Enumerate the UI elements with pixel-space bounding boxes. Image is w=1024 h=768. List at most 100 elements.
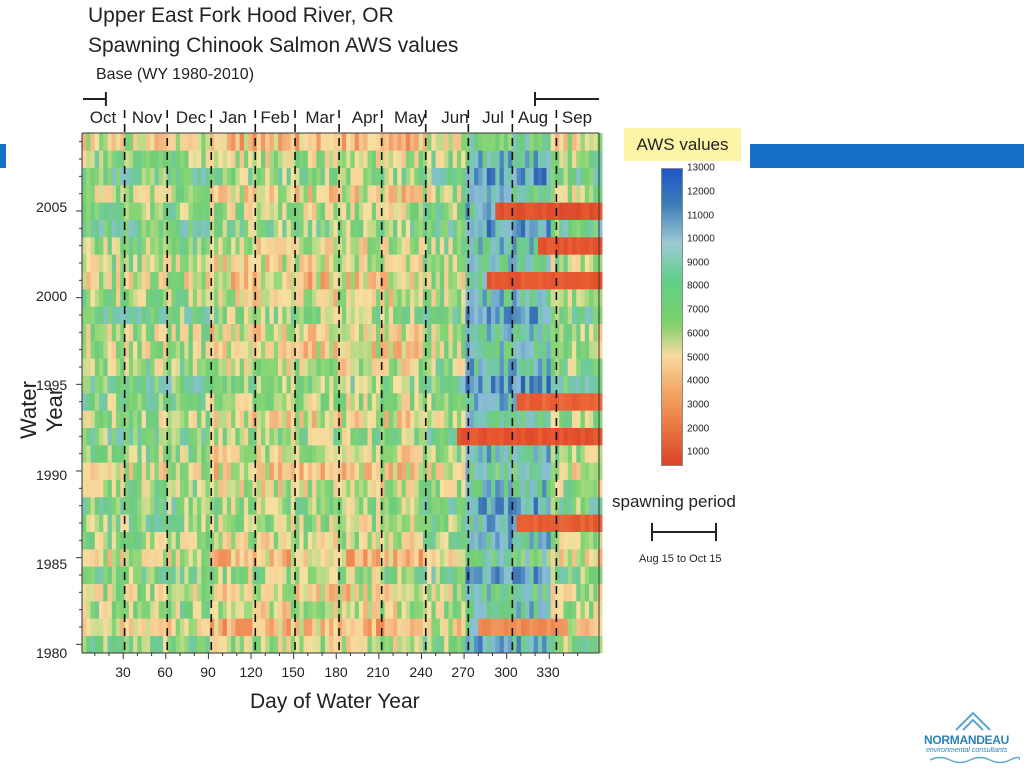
heatmap-cell bbox=[520, 202, 526, 220]
heatmap-cell bbox=[439, 549, 445, 567]
heatmap-cell bbox=[329, 323, 334, 342]
heatmap-cell bbox=[329, 635, 334, 654]
heatmap-cell bbox=[474, 219, 479, 238]
heatmap-cell bbox=[248, 358, 254, 376]
heatmap-cell bbox=[478, 254, 484, 272]
heatmap-cell bbox=[414, 566, 420, 584]
heatmap-cell bbox=[350, 479, 356, 498]
heatmap-cell bbox=[333, 133, 339, 151]
heatmap-cell bbox=[439, 393, 445, 411]
heatmap-cell bbox=[239, 254, 245, 272]
heatmap-cell bbox=[567, 601, 573, 619]
heatmap-cell bbox=[542, 306, 548, 324]
heatmap-cell bbox=[401, 583, 407, 602]
heatmap-cell bbox=[312, 202, 317, 220]
heatmap-cell bbox=[231, 583, 236, 602]
heatmap-cell bbox=[209, 358, 215, 376]
heatmap-cell bbox=[265, 445, 271, 463]
heatmap-cell bbox=[495, 549, 501, 567]
heatmap-cell bbox=[444, 531, 450, 550]
heatmap-cell bbox=[333, 462, 339, 480]
heatmap-cell bbox=[469, 341, 475, 359]
logo-tagline: environmental consultants bbox=[926, 747, 1008, 754]
heatmap-cell bbox=[145, 202, 151, 220]
heatmap-cell bbox=[260, 549, 266, 567]
heatmap-cell bbox=[341, 237, 347, 255]
heatmap-cell bbox=[520, 410, 526, 428]
heatmap-cell bbox=[124, 445, 130, 463]
heatmap-cell bbox=[363, 271, 369, 290]
heatmap-cell bbox=[418, 601, 424, 619]
heatmap-cell bbox=[239, 150, 245, 168]
heatmap-cell bbox=[307, 271, 313, 290]
heatmap-cell bbox=[171, 618, 177, 636]
heatmap-cell bbox=[597, 341, 603, 359]
heatmap-cell bbox=[439, 237, 445, 255]
heatmap-cell bbox=[371, 635, 377, 654]
heatmap-cell bbox=[192, 271, 198, 290]
heatmap-cell bbox=[580, 427, 586, 446]
heatmap-cell bbox=[358, 323, 364, 342]
heatmap-cell bbox=[559, 237, 565, 255]
heatmap-cell bbox=[461, 531, 467, 550]
heatmap-cell bbox=[499, 202, 505, 220]
heatmap-cell bbox=[256, 237, 262, 255]
heatmap-cell bbox=[209, 133, 215, 151]
heatmap-cell bbox=[461, 566, 467, 584]
heatmap-cell bbox=[231, 635, 236, 654]
heatmap-cell bbox=[290, 358, 296, 376]
heatmap-cell bbox=[388, 393, 394, 411]
heatmap-cell bbox=[593, 375, 599, 394]
heatmap-cell bbox=[354, 635, 360, 654]
heatmap-cell bbox=[175, 375, 181, 394]
heatmap-cell bbox=[371, 150, 377, 168]
heatmap-cell bbox=[324, 375, 330, 394]
heatmap-cell bbox=[388, 150, 394, 168]
heatmap-cell bbox=[107, 202, 113, 220]
heatmap-cell bbox=[209, 566, 215, 584]
heatmap-cell bbox=[512, 583, 518, 602]
heatmap-cell bbox=[324, 150, 330, 168]
heatmap-cell bbox=[226, 531, 232, 550]
heatmap-cell bbox=[376, 497, 381, 515]
heatmap-cell bbox=[303, 549, 309, 567]
heatmap-cell bbox=[256, 306, 262, 324]
heatmap-cell bbox=[491, 341, 496, 359]
heatmap-cell bbox=[503, 289, 509, 307]
heatmap-cell bbox=[290, 549, 296, 567]
ytick-label-2005: 2005 bbox=[36, 199, 68, 215]
heatmap-cell bbox=[273, 323, 279, 342]
heatmap-cell bbox=[520, 133, 526, 151]
heatmap-cell bbox=[427, 445, 432, 463]
heatmap-cell bbox=[542, 289, 548, 307]
heatmap-cell bbox=[329, 583, 334, 602]
heatmap-cell bbox=[533, 341, 539, 359]
heatmap-cell bbox=[516, 427, 522, 446]
heatmap-cell bbox=[461, 601, 467, 619]
heatmap-cell bbox=[559, 549, 565, 567]
heatmap-cell bbox=[410, 323, 415, 342]
heatmap-cell bbox=[572, 341, 577, 359]
heatmap-cell bbox=[82, 341, 87, 359]
heatmap-cell bbox=[376, 479, 381, 498]
heatmap-cell bbox=[82, 497, 87, 515]
heatmap-cell bbox=[452, 306, 458, 324]
base-label: Base (WY 1980-2010) bbox=[96, 66, 255, 83]
heatmap-cell bbox=[456, 635, 462, 654]
heatmap-cell bbox=[99, 150, 104, 168]
heatmap-cell bbox=[124, 289, 130, 307]
heatmap-cells bbox=[82, 133, 603, 654]
heatmap-cell bbox=[222, 306, 228, 324]
heatmap-cell bbox=[320, 427, 326, 446]
heatmap-cell bbox=[354, 323, 360, 342]
heatmap-cell bbox=[312, 133, 317, 151]
heatmap-cell bbox=[563, 237, 569, 255]
heatmap-cell bbox=[141, 306, 147, 324]
heatmap-cell bbox=[154, 323, 160, 342]
heatmap-cell bbox=[508, 410, 513, 428]
heatmap-cell bbox=[295, 635, 300, 654]
heatmap-cell bbox=[393, 358, 398, 376]
heatmap-cell bbox=[516, 566, 522, 584]
heatmap-cell bbox=[597, 289, 603, 307]
heatmap-cell bbox=[542, 167, 548, 186]
